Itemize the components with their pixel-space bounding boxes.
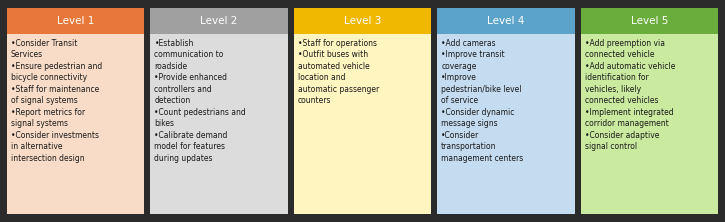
FancyBboxPatch shape: [7, 8, 144, 34]
Text: Level 2: Level 2: [200, 16, 238, 26]
FancyBboxPatch shape: [437, 8, 575, 214]
Text: Level 5: Level 5: [631, 16, 668, 26]
Text: •Staff for operations
•Outfit buses with
automated vehicle
location and
automati: •Staff for operations •Outfit buses with…: [298, 39, 379, 105]
Text: Level 4: Level 4: [487, 16, 525, 26]
Text: Level 1: Level 1: [57, 16, 94, 26]
FancyBboxPatch shape: [437, 8, 575, 34]
FancyBboxPatch shape: [294, 8, 431, 214]
FancyBboxPatch shape: [581, 8, 718, 214]
Text: •Add cameras
•Improve transit
coverage
•Improve
pedestrian/bike level
of service: •Add cameras •Improve transit coverage •…: [442, 39, 523, 163]
FancyBboxPatch shape: [150, 8, 288, 34]
FancyBboxPatch shape: [581, 8, 718, 34]
FancyBboxPatch shape: [150, 8, 288, 214]
Text: •Consider Transit
Services
•Ensure pedestrian and
bicycle connectivity
•Staff fo: •Consider Transit Services •Ensure pedes…: [11, 39, 102, 163]
Text: •Add preemption via
connected vehicle
•Add automatic vehicle
identification for
: •Add preemption via connected vehicle •A…: [584, 39, 675, 151]
FancyBboxPatch shape: [7, 8, 144, 214]
Text: Level 3: Level 3: [344, 16, 381, 26]
Text: •Establish
communication to
roadside
•Provide enhanced
controllers and
detection: •Establish communication to roadside •Pr…: [154, 39, 246, 163]
FancyBboxPatch shape: [294, 8, 431, 34]
